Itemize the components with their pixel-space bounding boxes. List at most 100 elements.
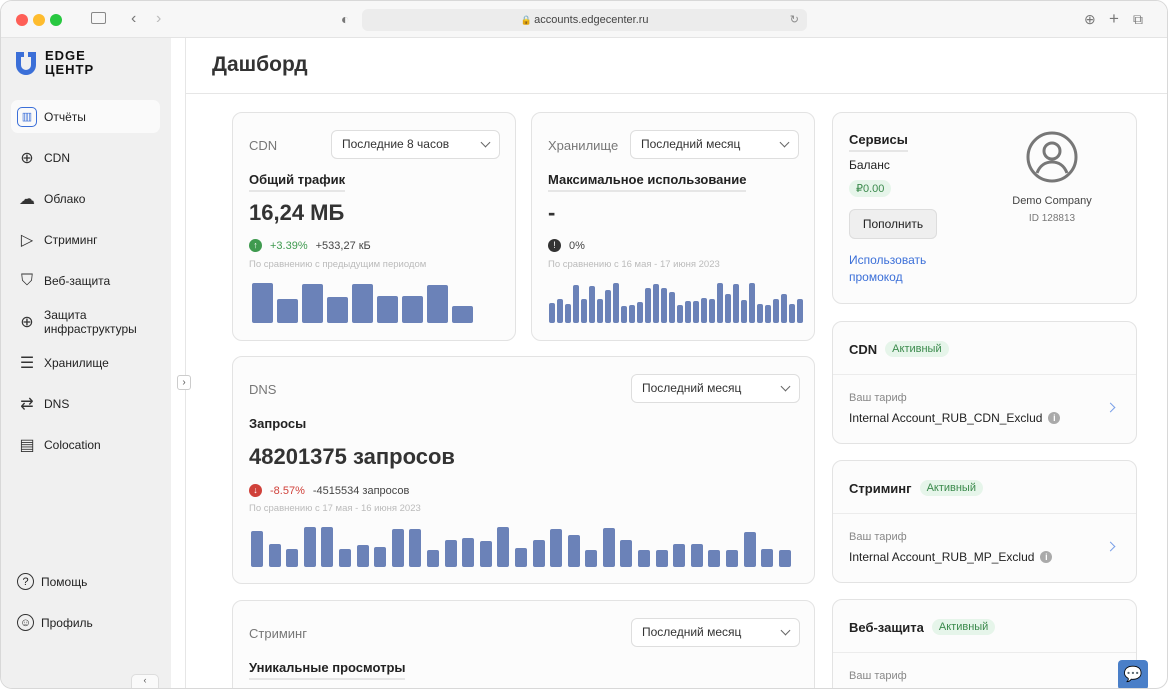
sidebar-item-6[interactable]: ☰ Хранилище xyxy=(11,346,160,379)
chart-bar[interactable] xyxy=(757,304,763,323)
chart-bar[interactable] xyxy=(277,298,298,323)
shield-privacy-icon[interactable]: ◐ xyxy=(341,11,350,27)
chat-button[interactable]: 💬 xyxy=(1118,660,1148,688)
chart-bar[interactable] xyxy=(741,299,747,323)
chart-bar[interactable] xyxy=(693,300,699,323)
chart-bar[interactable] xyxy=(573,285,579,323)
chart-bar[interactable] xyxy=(327,296,348,323)
chart-bar[interactable] xyxy=(581,298,587,323)
chart-bar[interactable] xyxy=(701,297,707,323)
chart-bar[interactable] xyxy=(402,295,423,323)
chart-bar[interactable] xyxy=(673,544,686,567)
back-icon[interactable]: ‹ xyxy=(131,10,137,27)
chart-bar[interactable] xyxy=(374,546,387,567)
sidebar-bottom-item-1[interactable]: ☺ Профиль xyxy=(11,606,160,639)
sidebar-bottom-item-0[interactable]: ? Помощь xyxy=(11,565,160,598)
chart-bar[interactable] xyxy=(479,541,492,567)
streaming-period-select[interactable]: Последний месяц xyxy=(631,618,800,647)
chart-bar[interactable] xyxy=(725,293,731,323)
forward-icon[interactable]: › xyxy=(156,10,162,27)
chart-bar[interactable] xyxy=(356,545,369,567)
topup-button[interactable]: Пополнить xyxy=(849,209,937,239)
chart-bar[interactable] xyxy=(549,303,555,323)
chart-bar[interactable] xyxy=(638,549,651,567)
sidebar-item-1[interactable]: ⊕ CDN xyxy=(11,141,160,174)
logo[interactable]: EDGE ЦЕНТР xyxy=(14,49,94,77)
sidebar-item-2[interactable]: ☁ Облако xyxy=(11,182,160,215)
chart-bar[interactable] xyxy=(645,288,651,323)
chart-bar[interactable] xyxy=(637,301,643,323)
chart-bar[interactable] xyxy=(765,305,771,323)
chart-bar[interactable] xyxy=(789,304,795,323)
chart-bar[interactable] xyxy=(426,549,439,567)
reload-icon[interactable]: ↻ xyxy=(789,14,799,26)
chart-bar[interactable] xyxy=(550,529,563,567)
chart-bar[interactable] xyxy=(286,548,299,567)
chart-bar[interactable] xyxy=(685,300,691,323)
sidebar-item-5[interactable]: ⊕ Защита инфраструктуры xyxy=(11,305,160,338)
chart-bar[interactable] xyxy=(557,298,563,323)
chart-bar[interactable] xyxy=(761,548,774,567)
chart-bar[interactable] xyxy=(514,547,527,567)
chart-bar[interactable] xyxy=(565,304,571,323)
download-icon[interactable]: ⊕ xyxy=(1084,11,1096,27)
avatar-icon[interactable] xyxy=(1026,131,1078,183)
chart-bar[interactable] xyxy=(252,283,273,323)
chart-bar[interactable] xyxy=(597,298,603,323)
chart-bar[interactable] xyxy=(621,306,627,323)
new-tab-icon[interactable]: + xyxy=(1109,9,1119,28)
tabs-overview-icon[interactable]: ⧉ xyxy=(1133,11,1143,27)
chart-bar[interactable] xyxy=(352,284,373,323)
chart-bar[interactable] xyxy=(797,298,803,323)
chart-bar[interactable] xyxy=(781,293,787,323)
sidebar-item-8[interactable]: ▤ Colocation xyxy=(11,428,160,461)
chart-bar[interactable] xyxy=(427,285,448,323)
chart-bar[interactable] xyxy=(613,283,619,323)
chart-bar[interactable] xyxy=(391,529,404,567)
chart-bar[interactable] xyxy=(377,295,398,323)
sidebar-item-3[interactable]: ▷ Стриминг xyxy=(11,223,160,256)
chart-bar[interactable] xyxy=(602,528,615,567)
chart-bar[interactable] xyxy=(661,288,667,323)
expand-sidebar-button[interactable]: › xyxy=(177,375,191,390)
chevron-right-icon[interactable] xyxy=(1105,541,1116,552)
chart-bar[interactable] xyxy=(778,549,791,567)
sidebar-toggle-icon[interactable] xyxy=(91,12,106,24)
maximize-window-button[interactable] xyxy=(50,14,62,26)
promo-code-link[interactable]: Использовать промокод xyxy=(849,253,927,284)
chart-bar[interactable] xyxy=(268,544,281,567)
chart-bar[interactable] xyxy=(605,290,611,323)
cdn-period-select[interactable]: Последние 8 часов xyxy=(331,130,500,159)
chart-bar[interactable] xyxy=(749,283,755,323)
chart-bar[interactable] xyxy=(717,283,723,323)
chart-bar[interactable] xyxy=(409,529,422,567)
chart-bar[interactable] xyxy=(567,535,580,567)
chart-bar[interactable] xyxy=(452,306,473,323)
chart-bar[interactable] xyxy=(677,305,683,323)
chart-bar[interactable] xyxy=(726,549,739,567)
chart-bar[interactable] xyxy=(708,549,721,567)
chart-bar[interactable] xyxy=(303,527,316,567)
chart-bar[interactable] xyxy=(444,540,457,567)
chart-bar[interactable] xyxy=(497,527,510,567)
chart-bar[interactable] xyxy=(773,298,779,323)
chart-bar[interactable] xyxy=(462,538,475,567)
chart-bar[interactable] xyxy=(733,284,739,323)
chart-bar[interactable] xyxy=(743,532,756,567)
sidebar-item-4[interactable]: ⛉ Веб-защита xyxy=(11,264,160,297)
info-icon[interactable]: i xyxy=(1040,551,1053,563)
chevron-right-icon[interactable] xyxy=(1105,402,1116,413)
dns-period-select[interactable]: Последний месяц xyxy=(631,374,800,403)
chart-bar[interactable] xyxy=(655,549,668,567)
sidebar-item-0[interactable]: ▥ Отчёты xyxy=(11,100,160,133)
chart-bar[interactable] xyxy=(629,305,635,323)
address-bar[interactable]: 🔒 accounts.edgecenter.ru ↻ xyxy=(362,9,807,31)
chart-bar[interactable] xyxy=(620,540,633,567)
minimize-window-button[interactable] xyxy=(33,14,45,26)
chart-bar[interactable] xyxy=(302,284,323,323)
sidebar-item-7[interactable]: ⇄ DNS xyxy=(11,387,160,420)
storage-period-select[interactable]: Последний месяц xyxy=(630,130,799,159)
chart-bar[interactable] xyxy=(251,531,263,567)
chart-bar[interactable] xyxy=(585,549,598,567)
info-icon[interactable]: i xyxy=(1048,412,1061,424)
